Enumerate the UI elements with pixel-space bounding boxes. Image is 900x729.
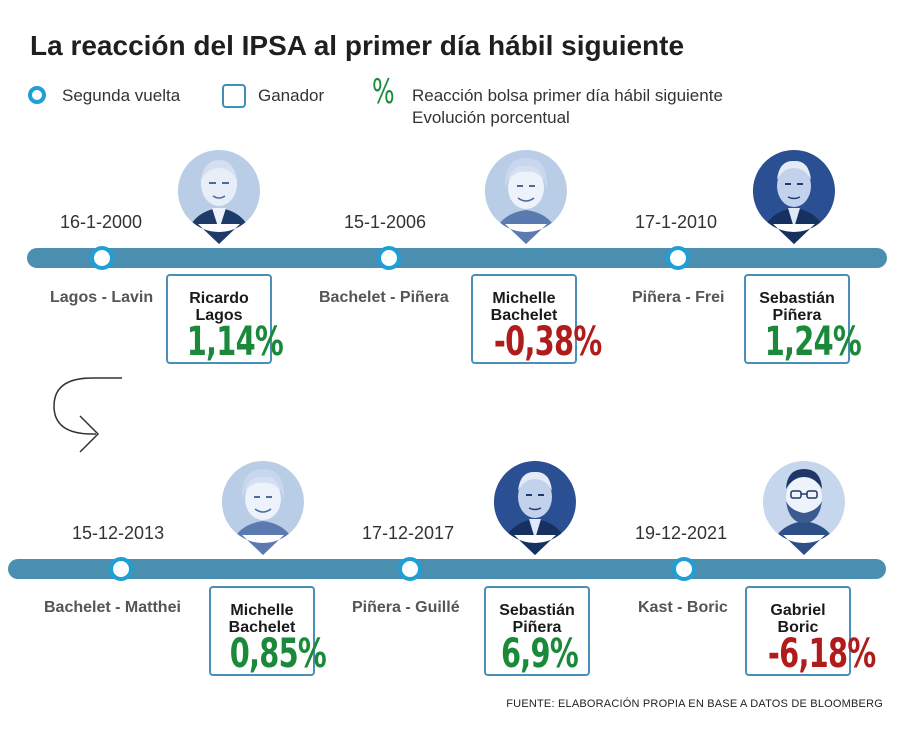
winner-name-first: Sebastián bbox=[499, 602, 575, 619]
winner-card: Michelle Bachelet 0,85% bbox=[209, 586, 327, 676]
candidates-label: Bachelet - Matthei bbox=[44, 599, 181, 616]
winner-card: Michelle Bachelet -0,38% bbox=[471, 274, 602, 364]
winner-name-first: Ricardo bbox=[189, 290, 249, 307]
portrait-lagos bbox=[177, 150, 260, 244]
legend-runoff-label: Segunda vuelta bbox=[62, 86, 181, 105]
timeline-node bbox=[672, 557, 696, 581]
percent-icon: % bbox=[372, 72, 395, 112]
candidates-label: Bachelet - Piñera bbox=[319, 289, 449, 306]
reaction-value: -6,18% bbox=[767, 631, 876, 677]
winner-card: Gabriel Boric -6,18% bbox=[745, 586, 876, 676]
portrait-boric bbox=[762, 461, 845, 555]
election-date: 15-1-2006 bbox=[344, 212, 427, 232]
winner-name-first: Sebastián bbox=[759, 290, 835, 307]
source-note: FUENTE: ELABORACIÓN PROPIA EN BASE A DAT… bbox=[506, 698, 883, 710]
winner-card: Ricardo Lagos 1,14% bbox=[166, 274, 284, 364]
candidates-label: Lagos - Lavin bbox=[50, 289, 154, 306]
timeline-node bbox=[666, 246, 690, 270]
runoff-ring-icon bbox=[28, 86, 46, 104]
reaction-value: 0,85% bbox=[229, 631, 327, 677]
winner-name-last: Bachelet bbox=[228, 619, 296, 636]
election-date: 17-12-2017 bbox=[362, 523, 455, 543]
continue-arrow-icon bbox=[53, 377, 122, 453]
winner-name-last: Boric bbox=[777, 619, 819, 636]
portrait-pinera bbox=[493, 461, 576, 555]
timeline-node bbox=[109, 557, 133, 581]
winner-card: Sebastián Piñera 6,9% bbox=[484, 586, 590, 676]
timeline-node bbox=[90, 246, 114, 270]
winner-name-first: Michelle bbox=[492, 290, 556, 307]
winner-name-last: Piñera bbox=[772, 307, 822, 324]
reaction-value: 1,24% bbox=[764, 319, 862, 365]
page-title: La reacción del IPSA al primer día hábil… bbox=[30, 30, 685, 61]
legend-reaction-label: Reacción bolsa primer día hábil siguient… bbox=[412, 86, 723, 105]
election-date: 16-1-2000 bbox=[60, 212, 143, 232]
legend-winner-label: Ganador bbox=[258, 86, 325, 105]
portrait-pinera bbox=[752, 150, 835, 244]
reaction-value: 1,14% bbox=[186, 319, 284, 365]
portrait-bachelet bbox=[484, 150, 567, 244]
legend-evolution-label: Evolución porcentual bbox=[412, 108, 570, 127]
winner-card: Sebastián Piñera 1,24% bbox=[744, 274, 862, 364]
winner-name-last: Bachelet bbox=[490, 307, 558, 324]
timeline-bar-bottom bbox=[8, 559, 886, 579]
winner-box-icon bbox=[222, 84, 246, 108]
election-date: 15-12-2013 bbox=[72, 523, 165, 543]
election-date: 17-1-2010 bbox=[635, 212, 718, 232]
reaction-value: -0,38% bbox=[493, 319, 602, 365]
winner-name-last: Piñera bbox=[512, 619, 562, 636]
timeline-node bbox=[398, 557, 422, 581]
winner-name-last: Lagos bbox=[195, 307, 243, 324]
candidates-label: Piñera - Guillé bbox=[352, 599, 460, 616]
election-date: 19-12-2021 bbox=[635, 523, 728, 543]
winner-name-first: Michelle bbox=[230, 602, 294, 619]
reaction-value: 6,9% bbox=[500, 631, 579, 677]
timeline-node bbox=[377, 246, 401, 270]
portrait-bachelet bbox=[221, 461, 304, 555]
candidates-label: Kast - Boric bbox=[638, 599, 728, 616]
winner-name-first: Gabriel bbox=[770, 602, 826, 619]
timeline-bar-top bbox=[27, 248, 887, 268]
candidates-label: Piñera - Frei bbox=[632, 289, 725, 306]
